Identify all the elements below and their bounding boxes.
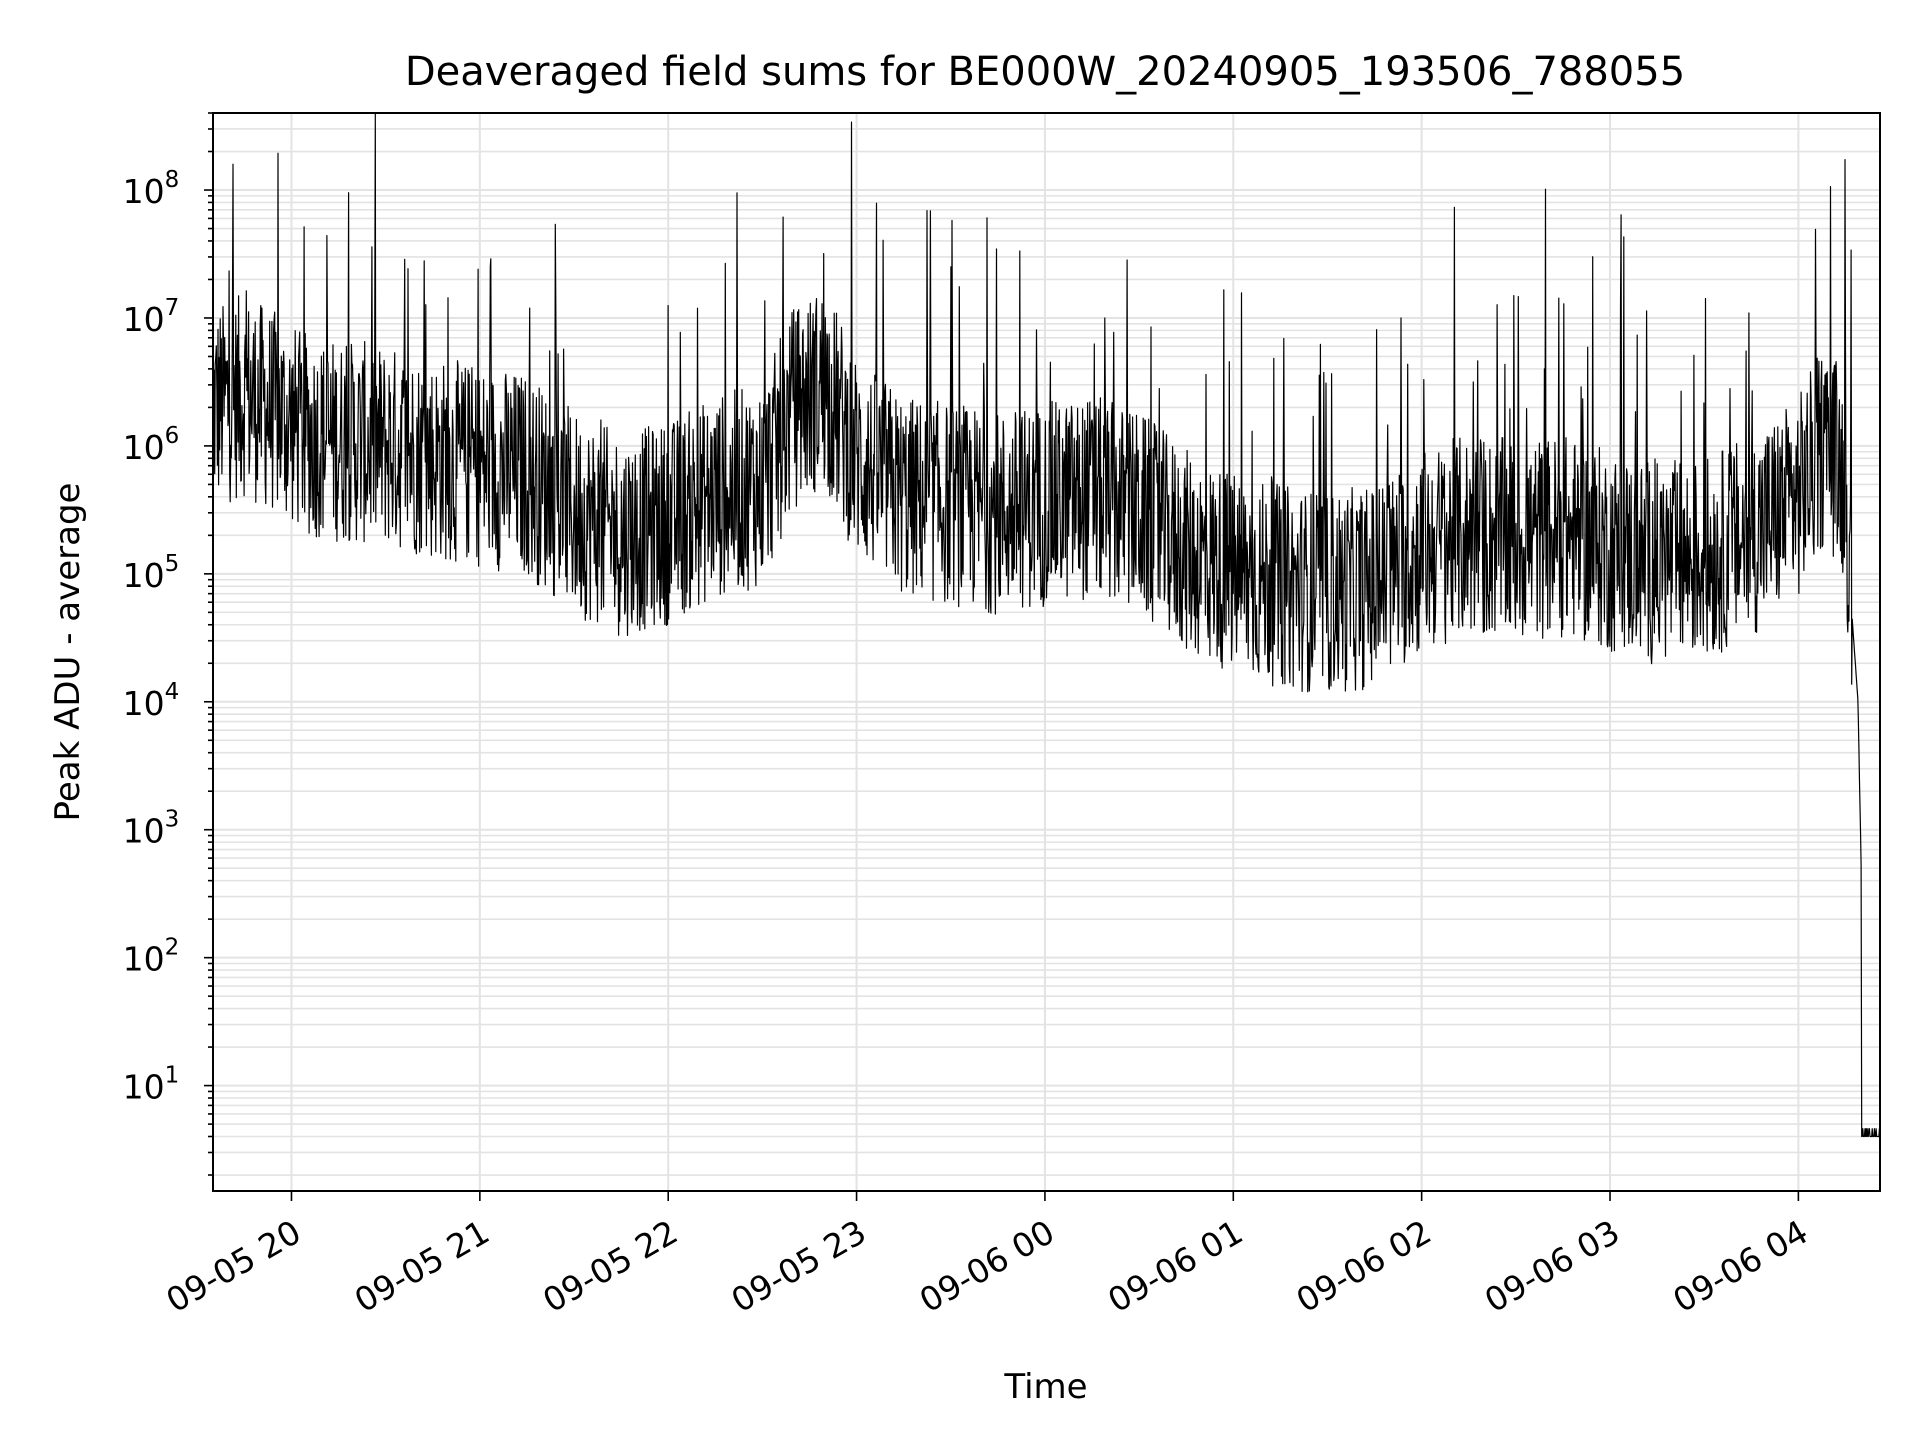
y-tick-label: 105	[123, 551, 180, 595]
y-tick-base: 10	[123, 684, 165, 723]
y-tick-base: 10	[123, 1068, 165, 1107]
y-tick-exponent: 5	[165, 551, 180, 577]
y-axis-label: Peak ADU - average	[48, 483, 88, 822]
y-tick-exponent: 8	[165, 167, 180, 193]
chart-title: Deaveraged field sums for BE000W_2024090…	[405, 49, 1685, 95]
data-series	[212, 112, 1880, 1138]
y-tick-base: 10	[123, 556, 165, 595]
y-tick-label: 102	[123, 935, 180, 979]
y-tick-label: 108	[123, 167, 180, 211]
x-tick-label: 09-06 04	[1666, 1212, 1814, 1320]
series-line	[212, 112, 1880, 1138]
x-tick-label: 09-05 20	[159, 1212, 307, 1320]
y-tick-exponent: 4	[165, 679, 180, 705]
grid	[213, 112, 1880, 1191]
y-tick-base: 10	[123, 172, 165, 211]
y-tick-base: 10	[123, 428, 165, 467]
x-tick-label: 09-06 03	[1478, 1212, 1626, 1320]
x-tick-label: 09-05 22	[536, 1212, 684, 1320]
y-tick-label: 103	[123, 807, 180, 851]
plot-frame	[212, 112, 1881, 1192]
y-tick-exponent: 1	[165, 1063, 180, 1089]
y-tick-exponent: 6	[165, 423, 180, 449]
y-tick-exponent: 7	[165, 295, 180, 321]
x-tick-label: 09-06 02	[1290, 1212, 1438, 1320]
y-tick-label: 107	[123, 295, 180, 339]
y-tick-base: 10	[123, 812, 165, 851]
y-tick-label: 101	[123, 1063, 180, 1107]
y-tick-exponent: 2	[165, 935, 180, 961]
y-tick-exponent: 3	[165, 807, 180, 833]
y-tick-label: 106	[123, 423, 180, 467]
x-axis-label: Time	[1003, 1367, 1087, 1407]
y-tick-base: 10	[123, 940, 165, 979]
x-tick-label: 09-05 23	[725, 1212, 873, 1320]
x-tick-label: 09-05 21	[348, 1212, 496, 1320]
y-tick-label: 104	[123, 679, 180, 723]
y-tick-base: 10	[123, 300, 165, 339]
x-tick-label: 09-06 01	[1101, 1212, 1249, 1320]
x-tick-label: 09-06 00	[913, 1212, 1061, 1320]
